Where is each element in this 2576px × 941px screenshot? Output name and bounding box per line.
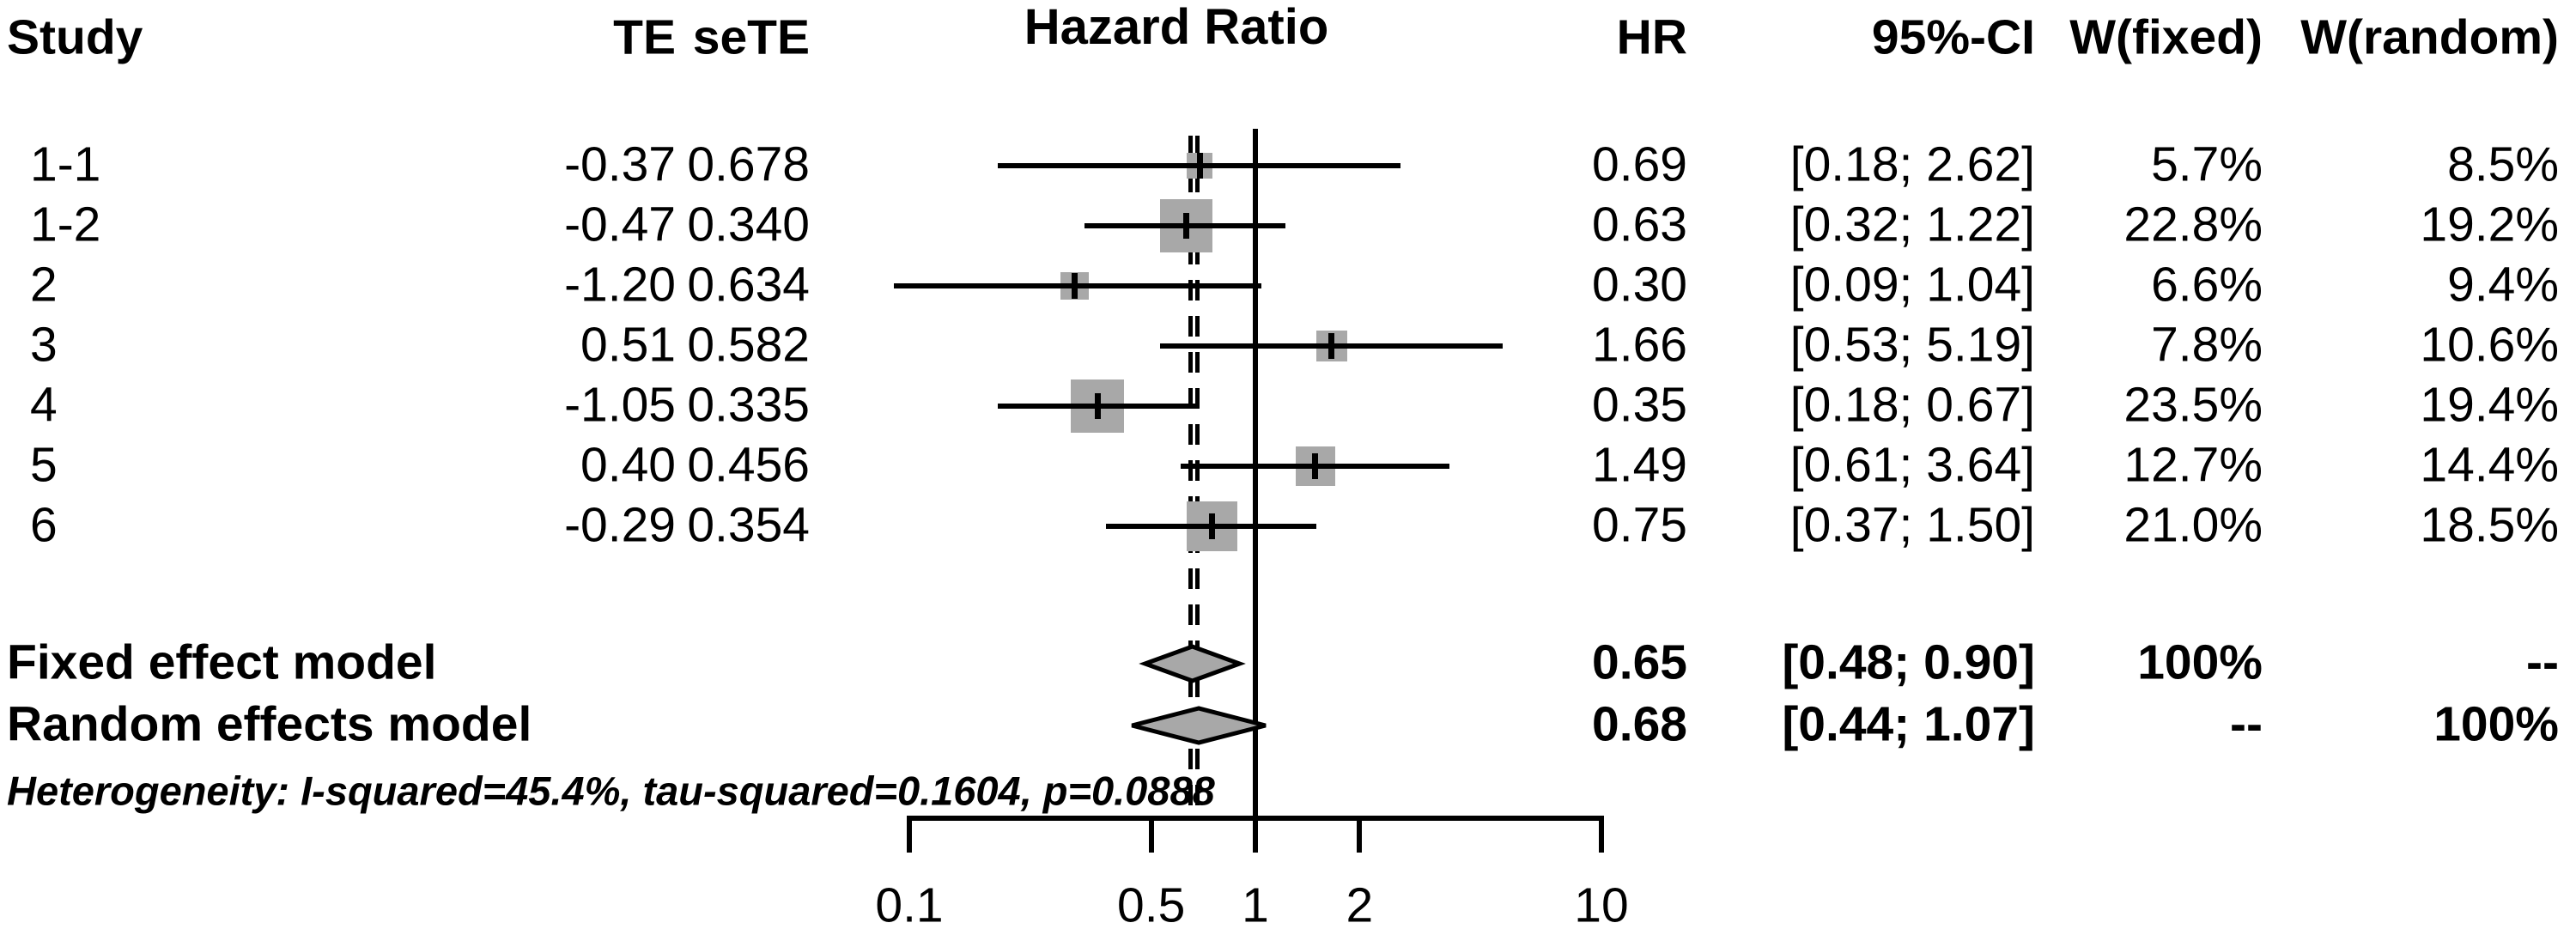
hr-value: 0.35 — [1592, 377, 1687, 433]
w-fixed-value: -- — [2230, 696, 2263, 752]
study-label: 3 — [30, 317, 58, 373]
w-random-value: 10.6% — [2420, 317, 2559, 373]
x-axis-tick — [1253, 816, 1258, 853]
w-random-value: 8.5% — [2447, 137, 2559, 192]
hr-value: 0.68 — [1592, 696, 1687, 752]
study-label: 5 — [30, 437, 58, 493]
random-effects-diamond — [1131, 706, 1267, 745]
hr-value: 1.49 — [1592, 437, 1687, 493]
sete-value: 0.678 — [687, 137, 810, 192]
point-estimate-tick — [1071, 273, 1078, 299]
study-label: 2 — [30, 257, 58, 313]
sete-value: 0.354 — [687, 497, 810, 553]
te-value: -1.20 — [564, 257, 676, 313]
te-value: -0.47 — [564, 197, 676, 252]
x-axis-tick — [1599, 816, 1604, 853]
te-value: -0.29 — [564, 497, 676, 553]
w-fixed-value: 100% — [2137, 634, 2263, 690]
w-fixed-value: 5.7% — [2151, 137, 2263, 192]
heterogeneity-note: Heterogeneity: I-squared=45.4%, tau-squa… — [7, 768, 1215, 814]
ci-value: [0.18; 0.67] — [1789, 377, 2035, 433]
point-estimate-tick — [1094, 393, 1101, 419]
x-axis-tick-label: 0.1 — [875, 877, 944, 933]
sete-value: 0.582 — [687, 317, 810, 373]
study-label: 1-1 — [30, 137, 101, 192]
w-random-value: 14.4% — [2420, 437, 2559, 493]
w-random-value: 19.4% — [2420, 377, 2559, 433]
sete-value: 0.456 — [687, 437, 810, 493]
sete-value: 0.335 — [687, 377, 810, 433]
te-value: 0.40 — [580, 437, 676, 493]
column-header-wfixed: W(fixed) — [2069, 9, 2263, 65]
w-random-value: 9.4% — [2447, 257, 2559, 313]
te-value: 0.51 — [580, 317, 676, 373]
fixed-effect-diamond — [1139, 644, 1246, 683]
w-random-value: -- — [2526, 634, 2559, 690]
column-header-ci: 95%-CI — [1871, 9, 2035, 65]
ci-value: [0.53; 5.19] — [1789, 317, 2035, 373]
column-header-sete: seTE — [692, 9, 810, 65]
w-fixed-value: 7.8% — [2151, 317, 2263, 373]
hr-value: 0.69 — [1592, 137, 1687, 192]
ci-value: [0.09; 1.04] — [1789, 257, 2035, 313]
fixed-effect-model-label: Fixed effect model — [7, 634, 437, 690]
w-fixed-value: 12.7% — [2123, 437, 2263, 493]
point-estimate-tick — [1328, 333, 1335, 359]
random-effects-model-label: Random effects model — [7, 696, 532, 752]
w-fixed-value: 6.6% — [2151, 257, 2263, 313]
ci-value: [0.48; 0.90] — [1782, 634, 2035, 690]
sete-value: 0.634 — [687, 257, 810, 313]
study-label: 4 — [30, 377, 58, 433]
x-axis-tick-label: 0.5 — [1117, 877, 1186, 933]
column-header-wrandom: W(random) — [2300, 9, 2559, 65]
w-random-value: 18.5% — [2420, 497, 2559, 553]
hr-value: 1.66 — [1592, 317, 1687, 373]
x-axis-tick-label: 10 — [1574, 877, 1629, 933]
chart-title: Hazard Ratio — [1024, 0, 1329, 55]
w-random-value: 100% — [2433, 696, 2559, 752]
w-random-value: 19.2% — [2420, 197, 2559, 252]
x-axis-tick — [907, 816, 912, 853]
null-effect-line — [1253, 129, 1258, 853]
fixed-estimate-dashed-line — [1188, 136, 1194, 818]
hr-value: 0.63 — [1592, 197, 1687, 252]
x-axis-tick — [1357, 816, 1363, 853]
x-axis-tick-label: 1 — [1242, 877, 1269, 933]
x-axis-tick-label: 2 — [1346, 877, 1374, 933]
te-value: -0.37 — [564, 137, 676, 192]
hr-value: 0.65 — [1592, 634, 1687, 690]
random-estimate-dashed-line — [1195, 136, 1200, 818]
ci-value: [0.18; 2.62] — [1789, 137, 2035, 192]
column-header-hr: HR — [1616, 9, 1687, 65]
te-value: -1.05 — [564, 377, 676, 433]
point-estimate-tick — [1209, 513, 1216, 539]
point-estimate-tick — [1182, 213, 1189, 239]
hr-value: 0.30 — [1592, 257, 1687, 313]
point-estimate-tick — [1312, 453, 1319, 479]
sete-value: 0.340 — [687, 197, 810, 252]
w-fixed-value: 22.8% — [2123, 197, 2263, 252]
study-label: 6 — [30, 497, 58, 553]
ci-value: [0.37; 1.50] — [1789, 497, 2035, 553]
w-fixed-value: 21.0% — [2123, 497, 2263, 553]
hr-value: 0.75 — [1592, 497, 1687, 553]
ci-value: [0.61; 3.64] — [1789, 437, 2035, 493]
x-axis-tick — [1148, 816, 1154, 853]
w-fixed-value: 23.5% — [2123, 377, 2263, 433]
column-header-te: TE — [613, 9, 676, 65]
column-header-study: Study — [7, 9, 143, 65]
study-label: 1-2 — [30, 197, 101, 252]
ci-value: [0.44; 1.07] — [1782, 696, 2035, 752]
point-estimate-tick — [1196, 153, 1203, 179]
ci-value: [0.32; 1.22] — [1789, 197, 2035, 252]
